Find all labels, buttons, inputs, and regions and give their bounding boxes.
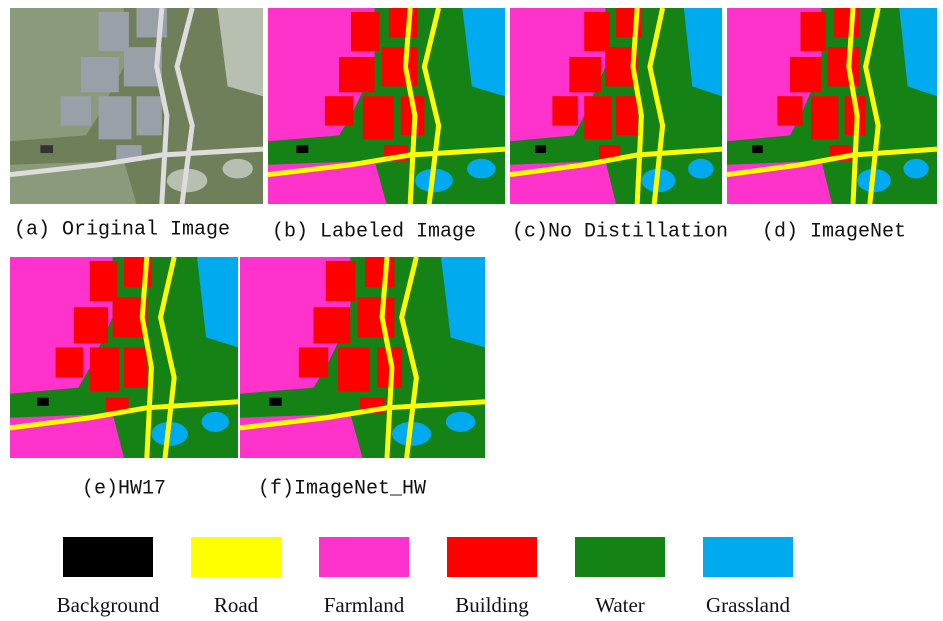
legend-swatch [191, 537, 281, 577]
building [365, 257, 394, 287]
legend-label: Road [214, 593, 259, 617]
building [61, 96, 91, 125]
building [326, 261, 355, 301]
building [584, 96, 612, 139]
building [81, 57, 119, 92]
background [535, 145, 546, 153]
building [56, 347, 83, 377]
building [358, 297, 395, 337]
building [616, 96, 637, 135]
building [777, 96, 802, 125]
building [801, 12, 826, 51]
building [389, 8, 417, 37]
panel-caption: (e)HW17 [82, 477, 166, 500]
grassland [223, 159, 253, 179]
building [99, 96, 132, 139]
building [834, 8, 859, 37]
legend-label: Grassland [706, 593, 790, 617]
background [296, 145, 308, 153]
panel-caption: (a) Original Image [14, 218, 230, 241]
building [382, 47, 418, 86]
building [828, 47, 860, 86]
building [584, 12, 609, 51]
legend-swatch [63, 537, 153, 577]
panel: (f)ImageNet_HW [240, 257, 485, 500]
building [351, 12, 379, 51]
figure: (a) Original Image (b) Labeled Image (c)No… [0, 0, 943, 621]
building [90, 347, 120, 391]
grassland [903, 159, 928, 179]
building [811, 96, 838, 139]
panel: (e)HW17 [10, 257, 238, 500]
building [363, 96, 394, 139]
building [569, 57, 601, 92]
building [314, 307, 351, 343]
grassland [446, 412, 475, 432]
legend-label: Water [595, 593, 645, 617]
legend-label: Building [455, 593, 529, 617]
background [40, 145, 53, 153]
panel-caption: (f)ImageNet_HW [258, 477, 426, 500]
building [552, 96, 577, 125]
panel: (d) ImageNet [727, 8, 937, 243]
panel-caption: (d) ImageNet [762, 220, 906, 243]
panel: (a) Original Image [10, 8, 263, 241]
building [790, 57, 822, 92]
building [339, 57, 375, 92]
panel: (b) Labeled Image [268, 8, 505, 243]
building [74, 307, 108, 343]
background [269, 398, 281, 406]
legend-swatch [703, 537, 793, 577]
building [325, 96, 353, 125]
grassland [688, 159, 713, 179]
panel-caption: (b) Labeled Image [272, 220, 476, 243]
panel-caption: (c)No Distillation [512, 220, 728, 243]
building [124, 347, 147, 387]
building [299, 347, 328, 377]
legend-swatch [575, 537, 665, 577]
background [752, 145, 763, 153]
background [37, 398, 48, 406]
building [137, 96, 162, 135]
building [338, 347, 370, 391]
building [99, 12, 129, 51]
legend-swatch [319, 537, 409, 577]
grassland [467, 159, 495, 179]
panel: (c)No Distillation [510, 8, 728, 243]
grassland [202, 412, 229, 432]
legend-label: Background [57, 593, 160, 617]
legend-swatch [447, 537, 537, 577]
legend-label: Farmland [324, 593, 405, 617]
building [90, 261, 117, 301]
